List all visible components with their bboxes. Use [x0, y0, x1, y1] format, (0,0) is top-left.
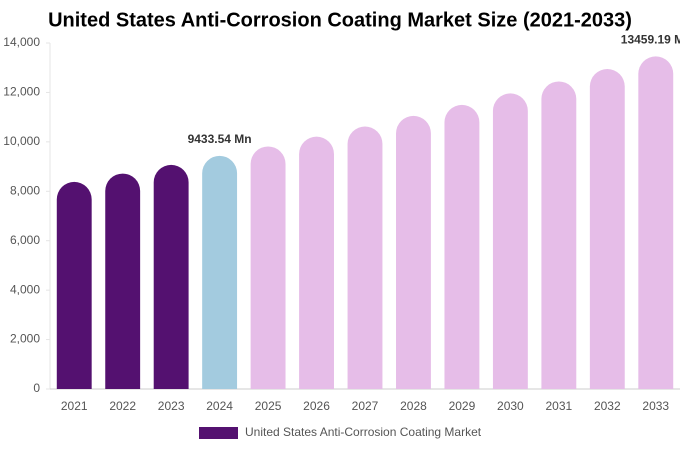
x-tick-label: 2026 [303, 399, 330, 413]
bar [202, 155, 238, 389]
x-tick-label: 2022 [109, 399, 136, 413]
x-tick-label: 2030 [497, 399, 524, 413]
bar [589, 69, 625, 390]
x-tick-label: 2032 [594, 399, 621, 413]
x-tick-label: 2021 [61, 399, 88, 413]
bar [299, 136, 334, 389]
x-tick-label: 2023 [158, 399, 185, 413]
bar [444, 104, 480, 389]
bar [638, 56, 674, 389]
bar [56, 181, 92, 389]
y-tick-label: 10,000 [3, 134, 40, 148]
chart-title: United States Anti-Corrosion Coating Mar… [48, 9, 632, 31]
x-tick-label: 2025 [255, 399, 282, 413]
x-tick-label: 2024 [206, 399, 233, 413]
y-tick-label: 12,000 [3, 85, 40, 99]
legend-swatch [199, 427, 238, 439]
legend-label: United States Anti-Corrosion Coating Mar… [245, 425, 482, 439]
bar [250, 146, 286, 389]
bar [492, 93, 528, 389]
y-tick-label: 14,000 [3, 35, 40, 49]
bar [347, 126, 383, 390]
value-label: 13459.19 Mn [621, 33, 680, 47]
bar [541, 81, 577, 389]
x-tick-label: 2033 [642, 399, 669, 413]
y-tick-label: 8,000 [10, 183, 40, 197]
bar [396, 115, 431, 389]
y-tick-label: 2,000 [10, 332, 40, 346]
y-tick-label: 4,000 [10, 282, 40, 296]
value-label: 9433.54 Mn [188, 132, 252, 146]
x-tick-label: 2031 [545, 399, 572, 413]
bar [105, 173, 141, 389]
x-tick-label: 2029 [449, 399, 476, 413]
bar [153, 164, 189, 389]
x-tick-label: 2028 [400, 399, 427, 413]
x-tick-label: 2027 [352, 399, 379, 413]
y-tick-label: 0 [33, 381, 40, 395]
y-tick-label: 6,000 [10, 233, 40, 247]
